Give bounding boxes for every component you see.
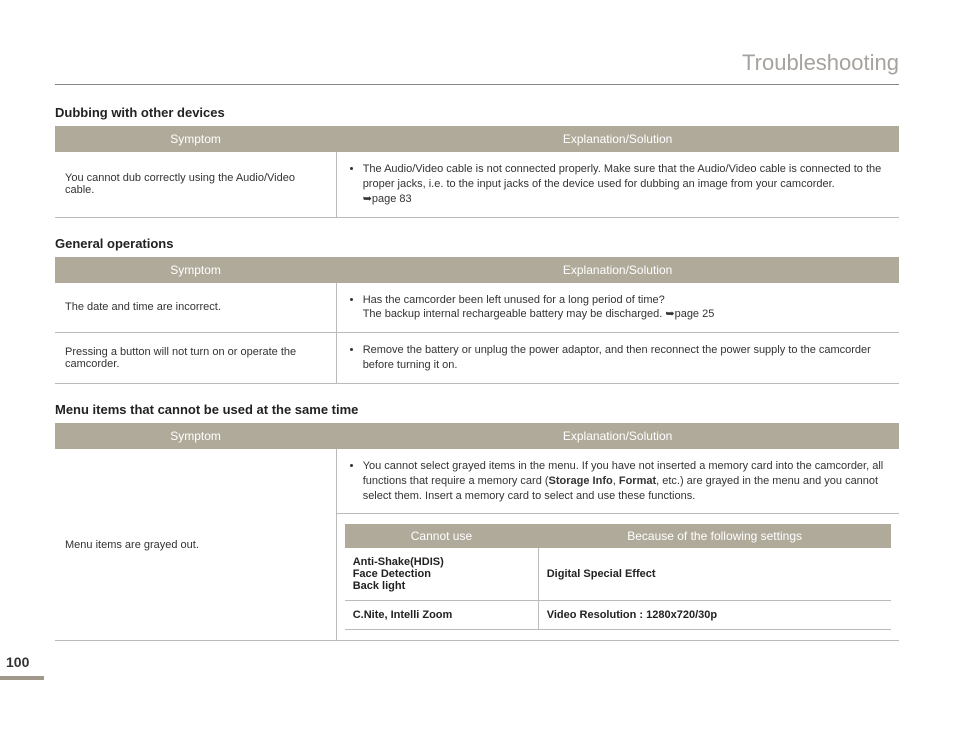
table-menu: Symptom Explanation/Solution Menu items … [55, 423, 899, 642]
explanation-cell: Has the camcorder been left unused for a… [336, 283, 899, 333]
inner-table: Cannot use Because of the following sett… [345, 524, 891, 630]
page-title: Troubleshooting [55, 50, 899, 85]
inner-line: Back light [353, 580, 530, 592]
table-dubbing: Symptom Explanation/Solution You cannot … [55, 126, 899, 218]
section-heading-dubbing: Dubbing with other devices [55, 105, 899, 120]
inner-table-cell: Cannot use Because of the following sett… [336, 514, 899, 641]
explanation-cell: Remove the battery or unplug the power a… [336, 333, 899, 384]
page-number-bar [0, 676, 44, 680]
section-heading-menu: Menu items that cannot be used at the sa… [55, 402, 899, 417]
inner-cell: Video Resolution : 1280x720/30p [538, 601, 891, 630]
symptom-cell: Menu items are grayed out. [55, 449, 336, 641]
expl-text: The Audio/Video cable is not connected p… [363, 163, 882, 190]
bold-storage-info: Storage Info [549, 475, 613, 487]
th-symptom: Symptom [55, 257, 336, 283]
bullet-item: The Audio/Video cable is not connected p… [363, 162, 891, 207]
bullet-item: You cannot select grayed items in the me… [363, 459, 891, 504]
section-heading-general: General operations [55, 236, 899, 251]
inner-line: Anti-Shake(HDIS) [353, 556, 530, 568]
page-number: 100 [6, 654, 29, 670]
page-ref: ➥page 83 [363, 193, 412, 205]
bold-format: Format [619, 475, 656, 487]
th-because: Because of the following settings [538, 524, 891, 548]
explanation-cell: You cannot select grayed items in the me… [336, 449, 899, 514]
inner-cell: C.Nite, Intelli Zoom [345, 601, 539, 630]
expl-text: Has the camcorder been left unused for a… [363, 294, 665, 306]
inner-cell: Anti-Shake(HDIS) Face Detection Back lig… [345, 548, 539, 601]
symptom-cell: The date and time are incorrect. [55, 283, 336, 333]
expl-text-2: The backup internal rechargeable battery… [363, 308, 715, 320]
inner-line: Face Detection [353, 568, 530, 580]
th-explanation: Explanation/Solution [336, 423, 899, 449]
th-symptom: Symptom [55, 126, 336, 152]
th-cannot-use: Cannot use [345, 524, 539, 548]
symptom-cell: You cannot dub correctly using the Audio… [55, 152, 336, 217]
th-symptom: Symptom [55, 423, 336, 449]
table-general: Symptom Explanation/Solution The date an… [55, 257, 899, 384]
bullet-item: Has the camcorder been left unused for a… [363, 293, 891, 323]
inner-cell: Digital Special Effect [538, 548, 891, 601]
th-explanation: Explanation/Solution [336, 257, 899, 283]
bullet-item: Remove the battery or unplug the power a… [363, 343, 891, 373]
explanation-cell: The Audio/Video cable is not connected p… [336, 152, 899, 217]
symptom-cell: Pressing a button will not turn on or op… [55, 333, 336, 384]
th-explanation: Explanation/Solution [336, 126, 899, 152]
